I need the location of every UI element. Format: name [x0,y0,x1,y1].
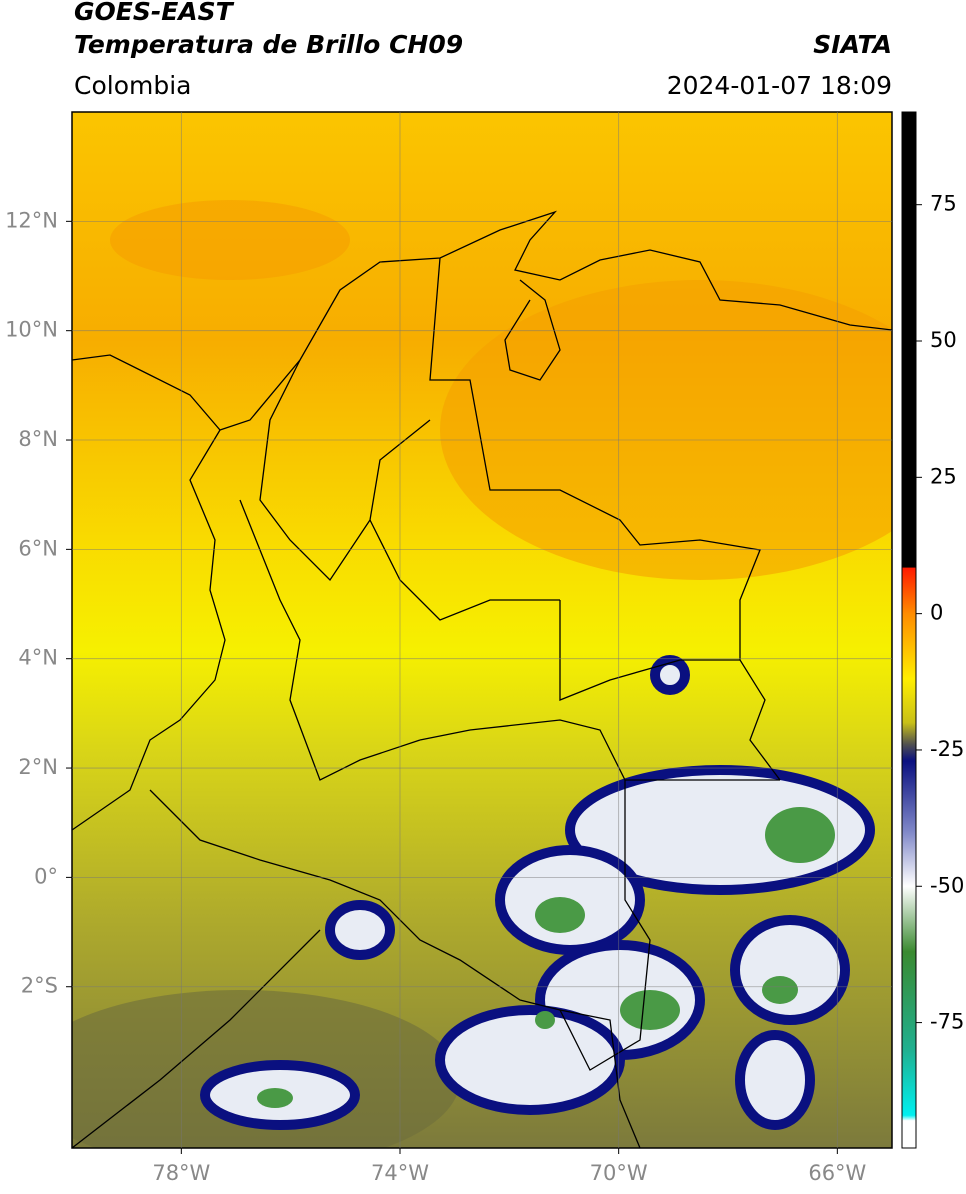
y-tick-label: 2°N [18,755,58,779]
y-tick-label: 12°N [5,208,58,232]
y-tick-label: 6°N [18,536,58,560]
source: SIATA [813,30,892,59]
x-tick-label: 66°W [808,1161,866,1185]
colorbar-label: 0 [930,601,943,625]
x-tick-label: 70°W [590,1161,648,1185]
colorbar-label: 75 [930,192,957,216]
title: GOES-EAST [74,0,235,26]
y-tick-label: 0° [34,864,58,888]
map-image [72,112,892,1148]
y-tick-label: 8°N [18,427,58,451]
colorbar-label: 25 [930,464,957,488]
colorbar-label: 50 [930,328,957,352]
y-tick-label: 10°N [5,318,58,342]
y-tick-label: 4°N [18,646,58,670]
subtitle: Temperatura de Brillo CH09 [74,30,463,59]
colorbar-label: -25 [930,737,964,761]
colorbar-label: -50 [930,873,964,897]
y-tick-label: 2°S [21,974,58,998]
x-tick-label: 78°W [152,1161,210,1185]
map-frame [71,111,893,1149]
region: Colombia [74,71,191,100]
x-tick-label: 74°W [371,1161,429,1185]
colorbar [901,111,917,1149]
datetime: 2024-01-07 18:09 [667,71,892,100]
colorbar-label: -75 [930,1010,964,1034]
